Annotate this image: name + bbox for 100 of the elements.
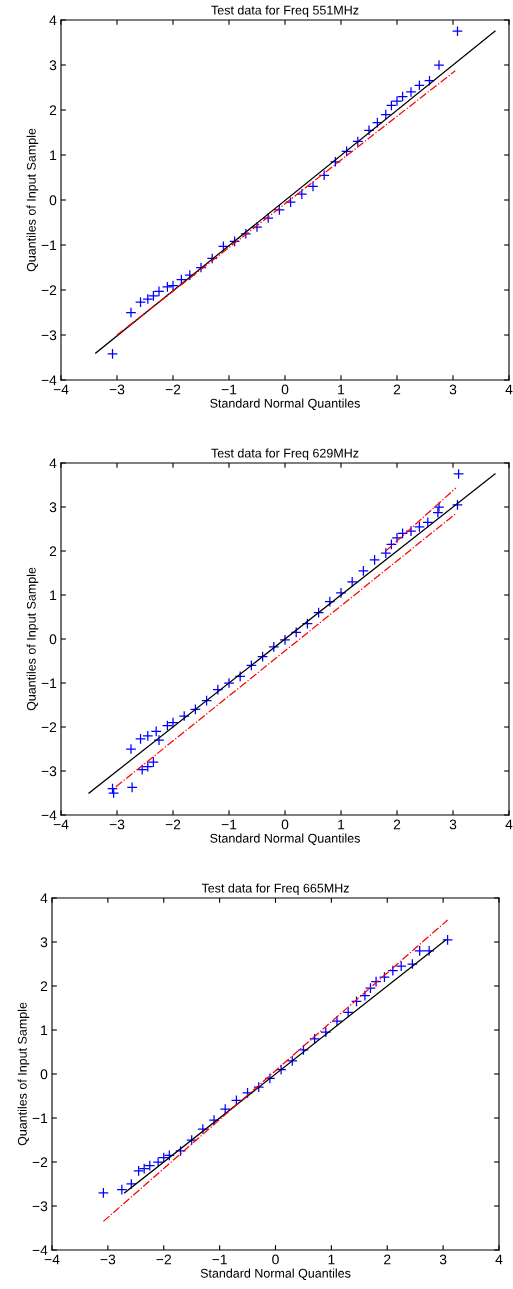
x-tick-label: 4 [505, 819, 513, 830]
point [335, 587, 347, 599]
point [296, 188, 308, 200]
y-tick-label: −2 [32, 1157, 48, 1168]
point [268, 641, 280, 653]
point [219, 1103, 231, 1115]
point [217, 240, 229, 252]
point [307, 181, 319, 192]
point [405, 525, 417, 537]
point [318, 169, 330, 181]
chart-title: Test data for Freq 665MHz [201, 883, 349, 896]
point [301, 618, 313, 630]
x-tick-label: 2 [393, 819, 401, 830]
point [378, 971, 390, 983]
point [197, 1123, 209, 1135]
point [432, 507, 444, 519]
chart-title: Test data for Freq 551MHz [211, 5, 359, 18]
point [184, 269, 196, 281]
y-tick-label: 0 [40, 1069, 48, 1080]
point [442, 934, 454, 946]
point [229, 235, 241, 247]
point [195, 262, 207, 273]
point [413, 521, 425, 533]
y-axis-title: Quantiles of Input Sample [26, 567, 39, 711]
point [341, 145, 353, 157]
point [125, 1178, 137, 1190]
x-tick-label: 1 [328, 1254, 335, 1265]
point [212, 684, 224, 696]
point [413, 79, 425, 91]
x-tick-label: 1 [338, 819, 345, 830]
point [380, 109, 392, 120]
x-axis-title: Standard Normal Quantiles [210, 398, 360, 410]
y-tick-label: 0 [49, 195, 57, 206]
x-tick-label: 4 [495, 1254, 503, 1265]
x-tick-label: 2 [384, 1254, 391, 1265]
y-tick-label: −4 [41, 810, 57, 821]
x-axis-title: Standard Normal Quantiles [210, 833, 360, 845]
point [234, 670, 246, 682]
x-tick-label: 3 [449, 384, 457, 395]
point [107, 348, 119, 360]
point [201, 695, 213, 707]
point [346, 576, 358, 588]
point [175, 1145, 186, 1157]
point [451, 499, 463, 511]
point [313, 607, 325, 619]
point [451, 25, 463, 37]
x-tick-label: −1 [221, 819, 237, 830]
point [189, 703, 201, 715]
y-tick-label: −4 [41, 375, 57, 386]
point [167, 280, 179, 291]
point [264, 1072, 276, 1084]
point [279, 634, 291, 646]
y-tick-label: −1 [41, 240, 57, 251]
point [97, 1187, 109, 1199]
x-tick-label: −1 [212, 1254, 227, 1265]
point [357, 565, 369, 577]
point [230, 1094, 242, 1106]
x-tick-label: −1 [221, 384, 237, 395]
y-tick-label: −1 [32, 1113, 48, 1124]
point [331, 1015, 343, 1027]
y-tick-label: −1 [41, 678, 57, 689]
x-axis-title: Standard Normal Quantiles [200, 1268, 351, 1280]
x-tick-label: 0 [272, 1254, 279, 1265]
x-tick-label: 2 [393, 384, 401, 395]
y-tick-label: −4 [32, 1245, 48, 1256]
point [352, 136, 364, 147]
point [290, 626, 302, 638]
y-axis-title: Quantiles of Input Sample [26, 128, 39, 272]
point [178, 710, 190, 722]
x-tick-label: −3 [109, 384, 125, 395]
y-tick-label: 1 [50, 150, 57, 161]
point [116, 1184, 128, 1196]
point [262, 212, 274, 224]
point [257, 651, 269, 663]
point [223, 677, 235, 689]
point [245, 659, 257, 671]
x-tick-label: 0 [281, 819, 289, 830]
point [363, 124, 375, 136]
point [125, 743, 137, 755]
point [422, 516, 434, 528]
y-tick-label: −2 [41, 285, 57, 296]
point [423, 945, 435, 957]
point [423, 75, 435, 87]
y-tick-label: 1 [41, 1025, 48, 1036]
point [369, 554, 381, 566]
x-tick-label: −2 [165, 819, 181, 830]
point [309, 1033, 321, 1045]
point [206, 253, 218, 264]
x-tick-label: −3 [109, 819, 125, 830]
point [273, 204, 285, 216]
point [405, 86, 417, 98]
y-tick-label: −2 [41, 722, 57, 733]
point [285, 196, 297, 208]
point [342, 1006, 354, 1018]
point [161, 281, 173, 293]
y-tick-label: 4 [49, 15, 57, 26]
point [380, 547, 392, 559]
chart-title: Test data for Freq 629MHz [211, 448, 359, 461]
point [433, 59, 445, 71]
point [240, 228, 252, 240]
